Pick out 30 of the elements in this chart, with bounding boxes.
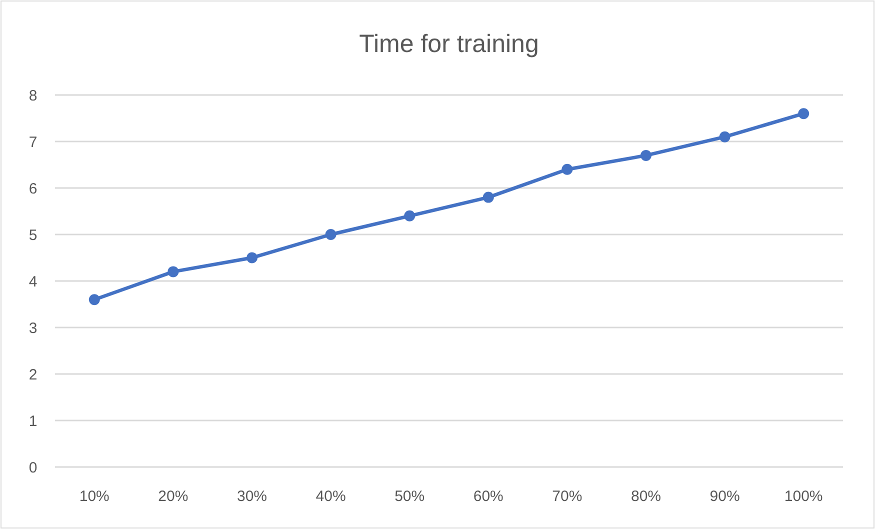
y-tick-label: 0	[28, 459, 38, 476]
y-tick-label: 3	[28, 320, 38, 337]
y-tick-label: 5	[28, 226, 38, 244]
y-tick-label: 2	[28, 366, 38, 384]
x-tick-label: 50%	[394, 488, 425, 505]
x-tick-label: 90%	[710, 488, 740, 505]
point	[246, 252, 258, 264]
point	[404, 210, 416, 222]
x-tick-label: 10%	[79, 488, 110, 505]
point	[719, 131, 730, 142]
point	[168, 266, 179, 278]
point	[798, 108, 810, 120]
x-tick-label: 80%	[630, 488, 662, 505]
point	[325, 229, 336, 240]
x-tick-label: 40%	[316, 488, 346, 505]
x-tick-label: 100%	[784, 488, 823, 505]
y-tick-label: 1	[28, 412, 38, 430]
x-tick-label: 60%	[473, 488, 504, 505]
x-tick-label: 70%	[552, 488, 582, 505]
point	[482, 192, 494, 203]
point	[562, 164, 573, 175]
point	[640, 150, 652, 161]
y-tick-label: 4	[28, 273, 38, 290]
chart-title: Time for training	[359, 30, 539, 58]
y-tick-label: 6	[28, 180, 38, 198]
y-tick-label: 7	[28, 134, 38, 151]
point	[88, 294, 100, 306]
y-tick-label: 8	[28, 87, 38, 104]
x-tick-label: 20%	[158, 488, 188, 505]
x-tick-label: 30%	[236, 488, 268, 505]
